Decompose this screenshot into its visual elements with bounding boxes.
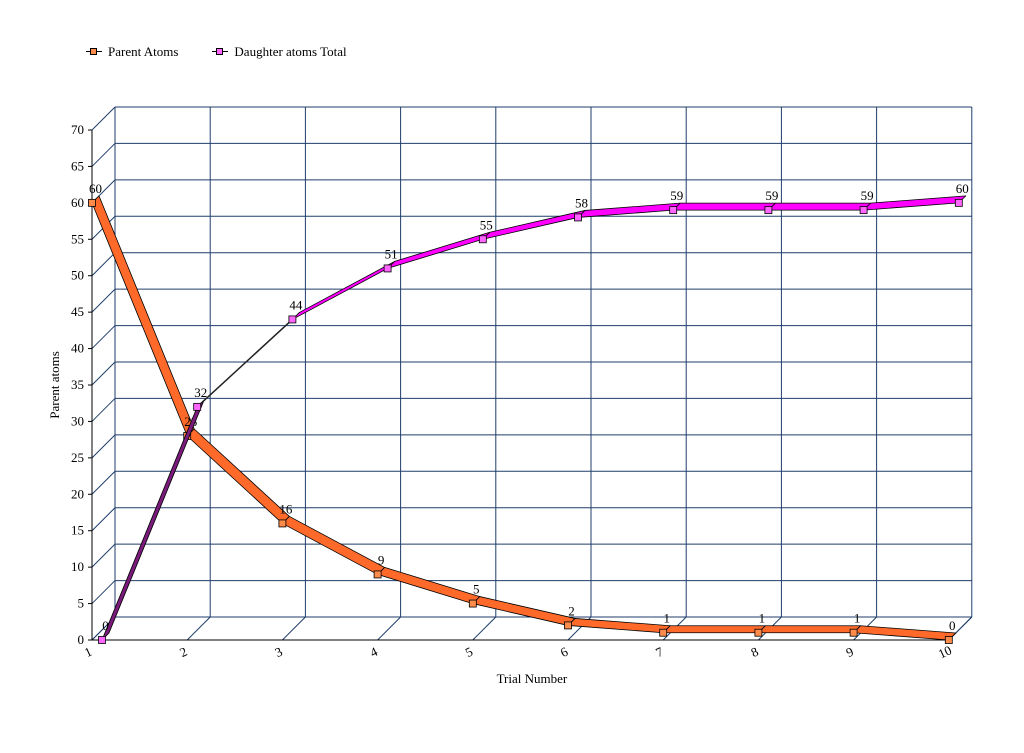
data-point	[574, 213, 582, 222]
y-tick-label: 20	[71, 486, 84, 501]
data-point	[659, 628, 668, 637]
y-tick-label: 70	[71, 122, 84, 137]
y-tick-label: 10	[71, 559, 84, 574]
series-segment	[853, 625, 957, 641]
y-tick-label: 35	[71, 377, 84, 392]
legend-item-parent-atoms[interactable]: Parent Atoms	[86, 44, 178, 60]
side-gridline	[91, 325, 116, 349]
data-point	[859, 206, 868, 215]
x-tick-label: 1	[82, 644, 94, 660]
side-gridline	[91, 288, 116, 313]
x-tick-label: 5	[463, 644, 475, 660]
legend-swatch-parent-icon	[86, 47, 102, 57]
data-label: 1	[759, 611, 766, 626]
data-point	[468, 599, 477, 608]
y-tick-label: 60	[71, 195, 84, 210]
data-label: 59	[765, 188, 778, 203]
x-tick-label: 9	[844, 644, 856, 660]
side-gridline	[91, 398, 116, 422]
x-axis-title: Trial Number	[497, 671, 568, 686]
side-gridline	[91, 470, 116, 495]
data-point	[373, 570, 382, 579]
side-gridline	[91, 361, 116, 386]
series-segment	[672, 202, 776, 211]
series-segment	[863, 195, 967, 211]
y-tick-label: 25	[71, 450, 84, 465]
y-tick-label: 30	[71, 413, 84, 428]
data-label: 59	[861, 188, 874, 203]
data-label: 0	[949, 618, 956, 633]
y-tick-label: 55	[71, 231, 84, 246]
data-point	[193, 402, 202, 411]
x-tick-label: 7	[653, 644, 666, 661]
data-point	[954, 198, 963, 207]
x-tick-label: 6	[558, 644, 571, 661]
data-label: 58	[575, 195, 588, 210]
data-label: 60	[89, 181, 102, 196]
data-label: 59	[670, 188, 683, 203]
side-gridline	[91, 507, 116, 532]
series-segment	[196, 318, 293, 408]
series-segment	[768, 202, 871, 211]
data-label: 44	[289, 297, 303, 312]
y-tick-label: 50	[71, 268, 84, 283]
side-gridline	[91, 252, 116, 277]
data-point	[478, 235, 487, 244]
y-tick-label: 15	[71, 523, 84, 538]
data-label: 32	[194, 385, 207, 400]
series-segment	[567, 618, 671, 634]
side-gridline	[91, 106, 116, 131]
floor-line	[377, 616, 401, 641]
data-point	[278, 519, 287, 528]
data-label: 60	[956, 181, 969, 196]
data-point	[669, 206, 678, 215]
data-label: 0	[102, 618, 109, 633]
floor-line	[186, 616, 211, 641]
side-gridline	[91, 434, 116, 459]
y-axis-title: Parent atoms	[47, 351, 62, 419]
data-label: 16	[279, 501, 293, 516]
x-tick-label: 3	[272, 644, 284, 660]
legend-swatch-daughter-icon	[212, 47, 229, 57]
data-label: 1	[663, 611, 670, 626]
series-segment	[758, 625, 861, 634]
y-tick-label: 40	[71, 341, 84, 356]
data-point	[944, 636, 953, 644]
data-label: 2	[568, 603, 575, 618]
y-tick-label: 65	[71, 158, 84, 173]
data-label: 1	[854, 611, 861, 626]
data-label: 51	[385, 246, 398, 261]
side-gridline	[91, 543, 116, 568]
legend-label-parent-atoms: Parent Atoms	[108, 44, 179, 59]
y-tick-label: 45	[71, 304, 84, 319]
data-point	[288, 315, 297, 324]
x-tick-label: 4	[368, 644, 381, 661]
data-point	[754, 628, 763, 637]
data-label: 5	[473, 582, 480, 597]
floor-line	[282, 616, 306, 641]
x-tick-label: 8	[748, 644, 760, 660]
data-label: 55	[480, 217, 493, 232]
y-tick-label: 0	[78, 632, 85, 647]
data-point	[383, 264, 392, 273]
x-tick-label: 2	[177, 644, 189, 660]
data-label: 9	[378, 552, 385, 567]
side-gridline	[91, 580, 116, 604]
x-tick-label: 10	[936, 642, 954, 661]
legend-item-daughter-atoms[interactable]: Daughter atoms Total	[212, 44, 347, 60]
series-segment	[662, 625, 766, 634]
data-point	[764, 206, 773, 215]
floor-line	[472, 616, 497, 641]
side-gridline	[91, 143, 116, 167]
y-tick-label: 5	[78, 596, 85, 611]
data-point	[98, 636, 106, 644]
legend-label-daughter-atoms: Daughter atoms Total	[234, 44, 347, 59]
data-point	[88, 198, 96, 207]
chart-legend: Parent Atoms Daughter atoms Total	[86, 44, 347, 60]
data-point	[849, 628, 858, 637]
data-point	[564, 621, 572, 630]
